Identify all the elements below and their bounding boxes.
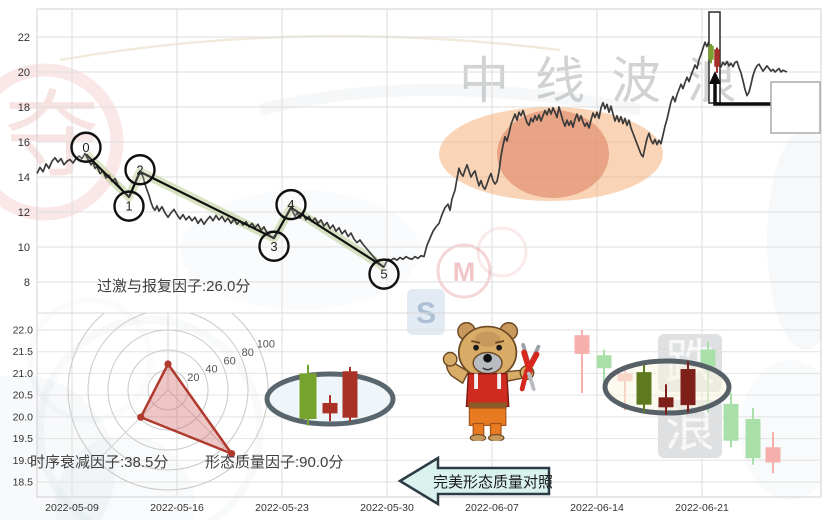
x-axis-tick: 2022-06-07 xyxy=(465,502,519,514)
wave-point-marker xyxy=(275,188,307,221)
radar-ring-label: 80 xyxy=(242,347,254,359)
wave-point-marker xyxy=(258,230,290,262)
y-axis-tick: 10 xyxy=(18,242,30,254)
y-axis-tick: 19.5 xyxy=(13,433,34,445)
wave-point-number: 0 xyxy=(82,140,89,155)
wave-point-number: 3 xyxy=(270,239,277,254)
overshoot-factor-label: 过激与报复因子:26.0分 xyxy=(97,277,250,295)
radar-polygon xyxy=(139,362,233,455)
radar-ring-label: 60 xyxy=(224,355,236,367)
wave-point-number: 1 xyxy=(125,199,132,214)
candlestick-layer xyxy=(264,330,781,474)
decay-factor-label: 时序衰减因子:38.5分 xyxy=(30,454,168,471)
candle-body xyxy=(723,403,739,441)
y-axis-tick: 20.5 xyxy=(13,390,34,402)
price-line xyxy=(36,40,788,268)
y-axis-tick: 8 xyxy=(24,277,30,289)
candle-body xyxy=(596,355,612,369)
candle-body xyxy=(765,447,781,463)
candle-body xyxy=(299,373,317,420)
radar-vertex-dot xyxy=(228,450,236,458)
wave-point-number: 2 xyxy=(136,162,143,177)
callout-arrow-shape xyxy=(397,455,551,507)
x-axis-tick: 2022-06-14 xyxy=(570,502,624,514)
y-axis-tick: 21.0 xyxy=(13,368,34,380)
radar-vertex-dot xyxy=(137,413,145,421)
x-axis-tick: 2022-05-09 xyxy=(45,502,99,514)
candle-body xyxy=(342,371,358,418)
x-axis-tick: 2022-05-16 xyxy=(150,502,204,514)
radar-ring-label: 20 xyxy=(187,372,199,384)
candle-body xyxy=(658,397,674,408)
radar-vertex-dot xyxy=(164,360,172,368)
y-axis-tick: 19.0 xyxy=(13,455,34,467)
wave-point-number: 4 xyxy=(287,197,294,212)
x-axis-tick: 2022-05-23 xyxy=(255,502,309,514)
axis-labels-layer: 22201816141210822.021.521.020.520.019.51… xyxy=(13,32,729,514)
m-logo-glyph: M xyxy=(453,257,476,287)
candle-body xyxy=(700,349,716,367)
callout-label: 完美形态质量对照 xyxy=(433,474,553,491)
s-logo-watermark: S xyxy=(407,289,445,335)
y-axis-tick: 21.5 xyxy=(13,346,34,358)
annotation-arrow xyxy=(713,78,772,106)
candle-body xyxy=(322,402,338,414)
bear-thumbnail-box xyxy=(770,81,821,134)
candle-body xyxy=(636,372,652,405)
brand-watermark: 中线波浪 xyxy=(459,53,763,109)
annotation-arrow-head xyxy=(709,71,721,84)
highlight-ellipse xyxy=(497,110,609,198)
y-axis-tick: 22 xyxy=(18,32,30,44)
y-axis-tick: 20.0 xyxy=(13,411,34,423)
wave-point-marker xyxy=(70,131,102,163)
perfect-pattern-callout: 完美形态质量对照 xyxy=(397,455,553,507)
radar-ring-label: 40 xyxy=(205,364,217,376)
candle-body xyxy=(714,49,720,67)
radar-ring xyxy=(87,313,249,471)
x-axis-tick: 2022-05-30 xyxy=(360,502,414,514)
y-axis-tick: 20 xyxy=(18,67,30,79)
radar-spoke xyxy=(96,389,169,462)
x-axis-tick: 2022-06-21 xyxy=(675,502,729,514)
candle-body xyxy=(745,419,761,459)
wave-point-marker xyxy=(124,154,156,186)
y-axis-tick: 16 xyxy=(18,137,30,149)
y-axis-tick: 22.0 xyxy=(13,325,34,337)
radar-ring-label: 100 xyxy=(257,338,275,350)
y-axis-tick: 14 xyxy=(18,172,30,184)
corner-stamp-glyph: 夺 xyxy=(4,83,99,189)
y-axis-tick: 12 xyxy=(18,207,30,219)
wave-point-marker xyxy=(368,258,400,290)
price-chart-layer: 0 1 2 3 4 5 xyxy=(36,11,788,290)
candle-body xyxy=(680,369,696,406)
candle-body xyxy=(708,45,714,60)
quality-factor-label: 形态质量因子:90.0分 xyxy=(205,454,343,471)
bear-mascot xyxy=(443,323,538,442)
zigzag-line xyxy=(85,153,385,269)
y-axis-tick: 18.5 xyxy=(13,477,34,489)
y-axis-tick: 18 xyxy=(18,102,30,114)
wave-point-number: 5 xyxy=(380,267,387,282)
wave-point-marker xyxy=(113,190,145,222)
candle-body xyxy=(574,335,590,354)
m-logo-watermark: M xyxy=(436,226,528,299)
